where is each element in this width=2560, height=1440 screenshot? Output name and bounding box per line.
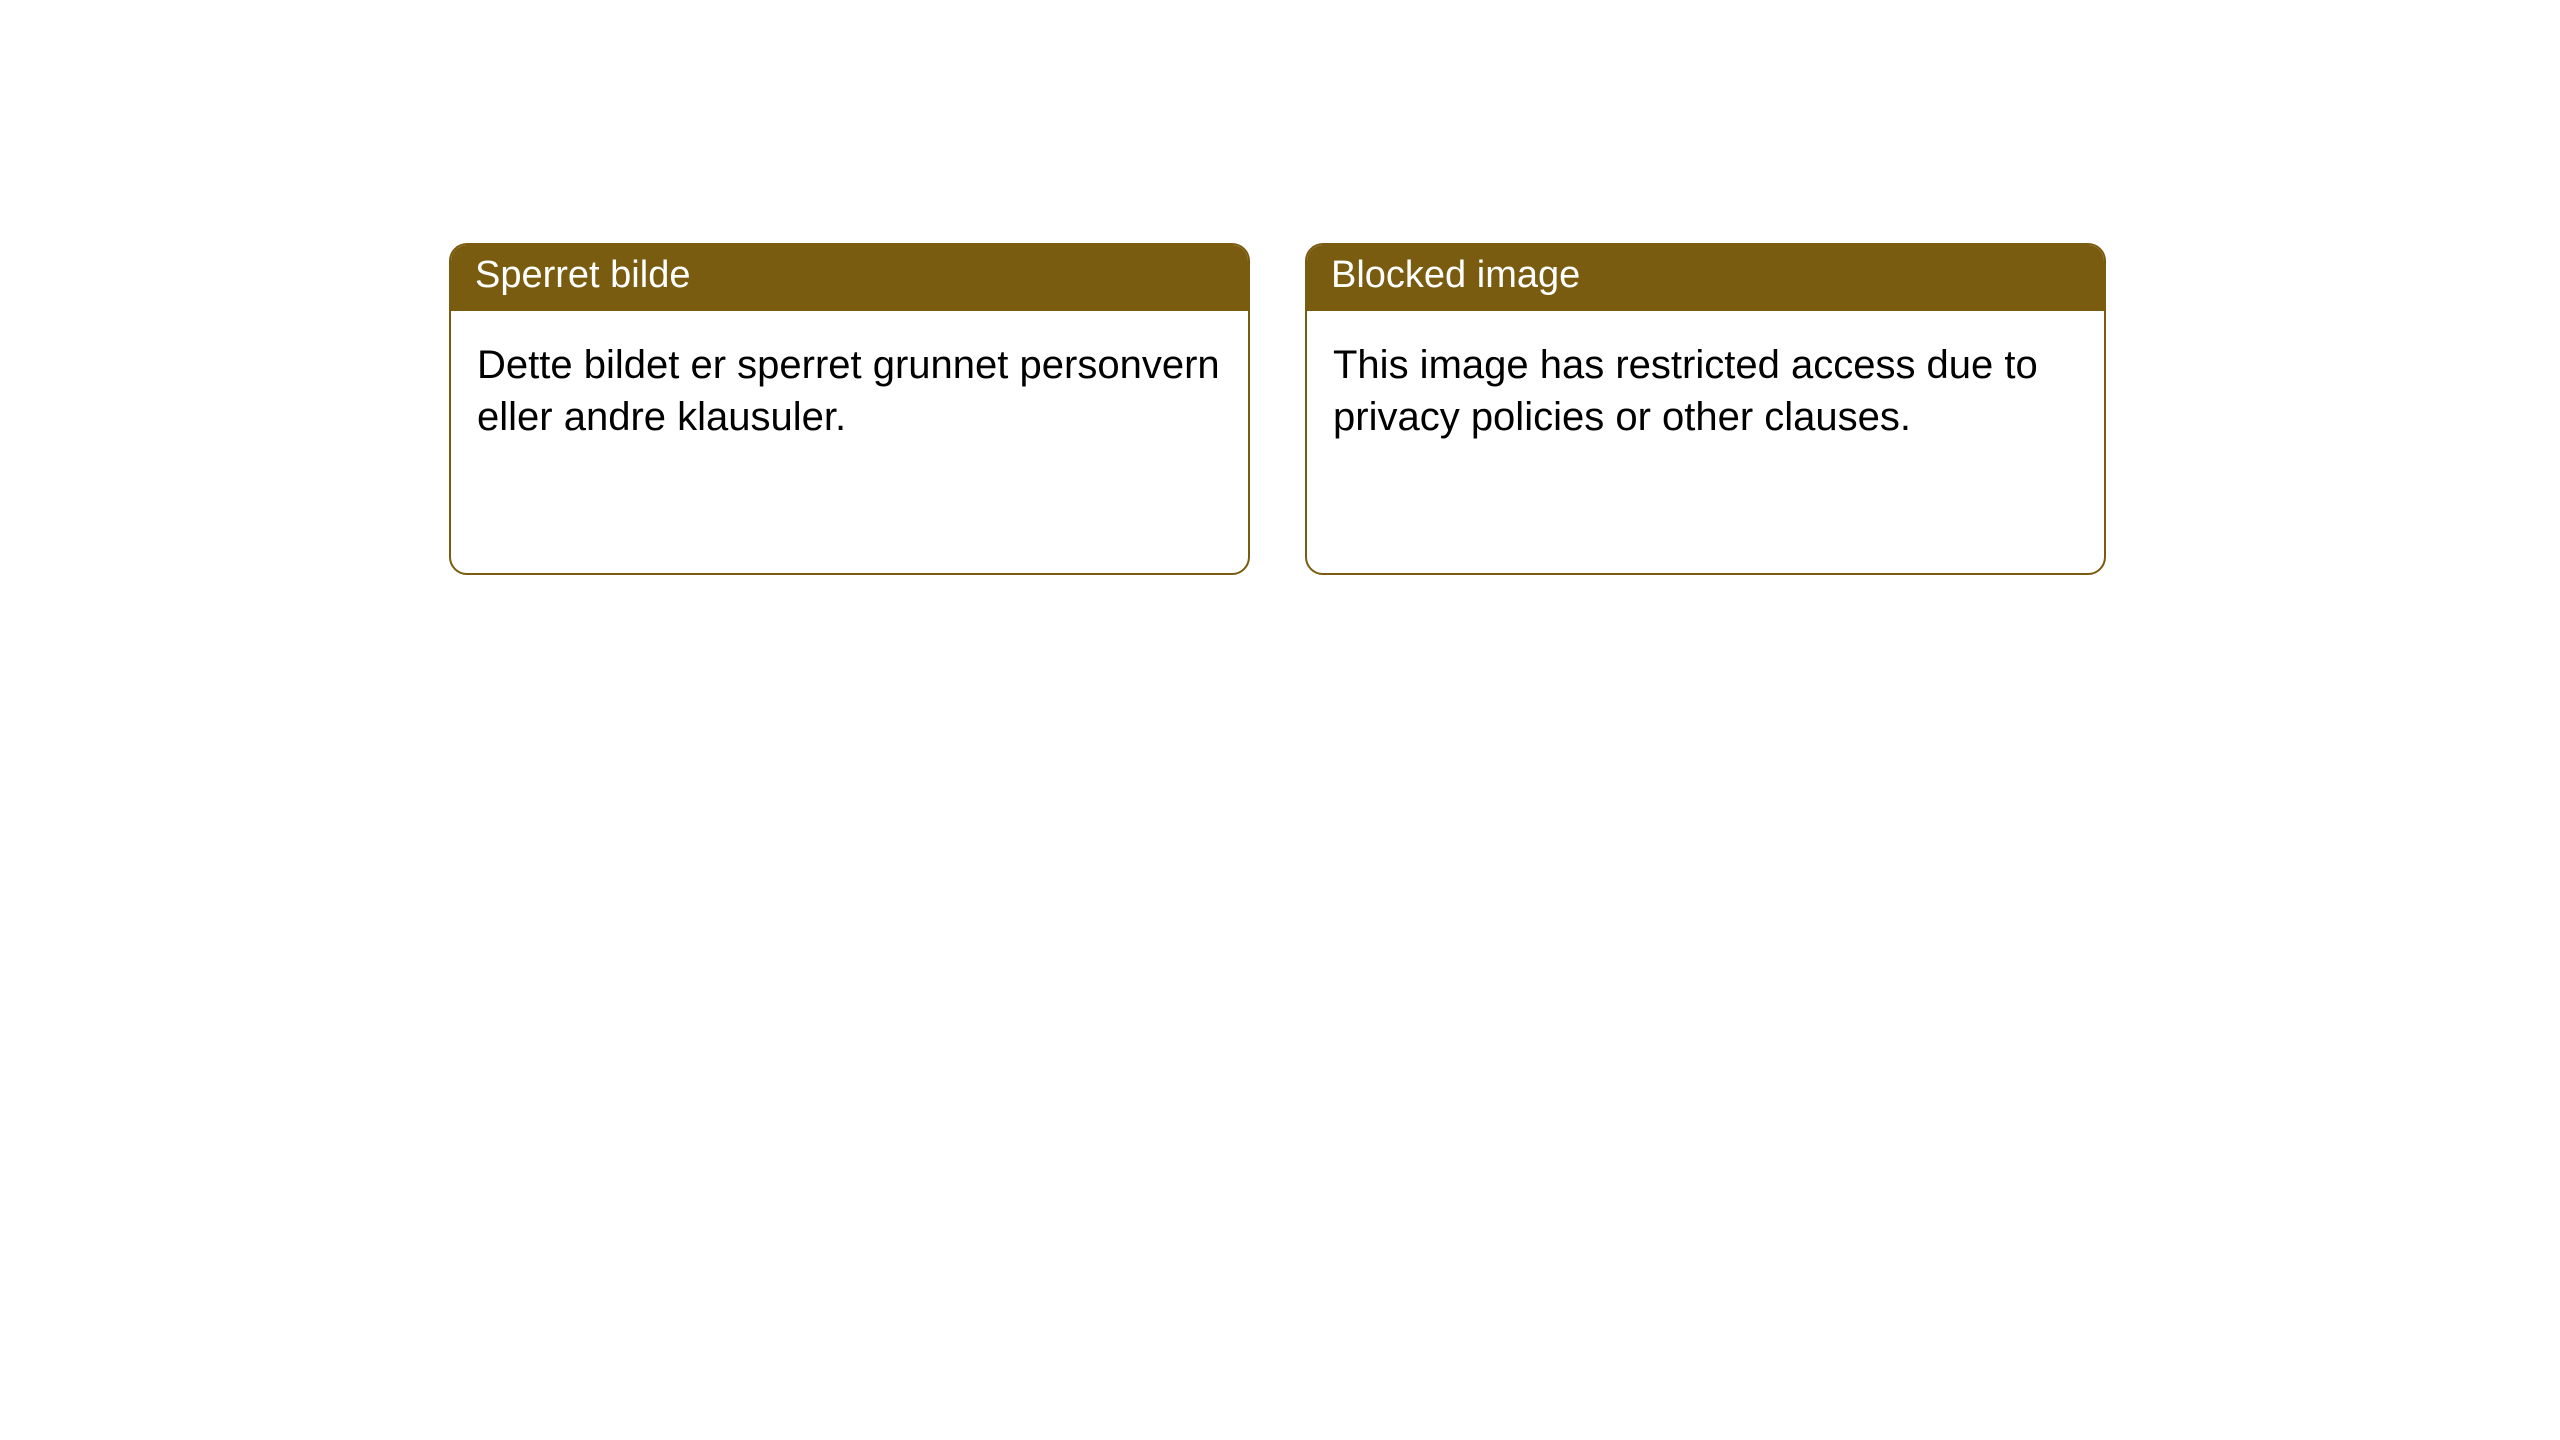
card-body: Dette bildet er sperret grunnet personve… bbox=[451, 311, 1248, 471]
cards-container: Sperret bilde Dette bildet er sperret gr… bbox=[449, 243, 2106, 575]
card-body: This image has restricted access due to … bbox=[1307, 311, 2104, 471]
blocked-image-card-no: Sperret bilde Dette bildet er sperret gr… bbox=[449, 243, 1250, 575]
card-title: Sperret bilde bbox=[451, 245, 1248, 311]
card-title: Blocked image bbox=[1307, 245, 2104, 311]
blocked-image-card-en: Blocked image This image has restricted … bbox=[1305, 243, 2106, 575]
